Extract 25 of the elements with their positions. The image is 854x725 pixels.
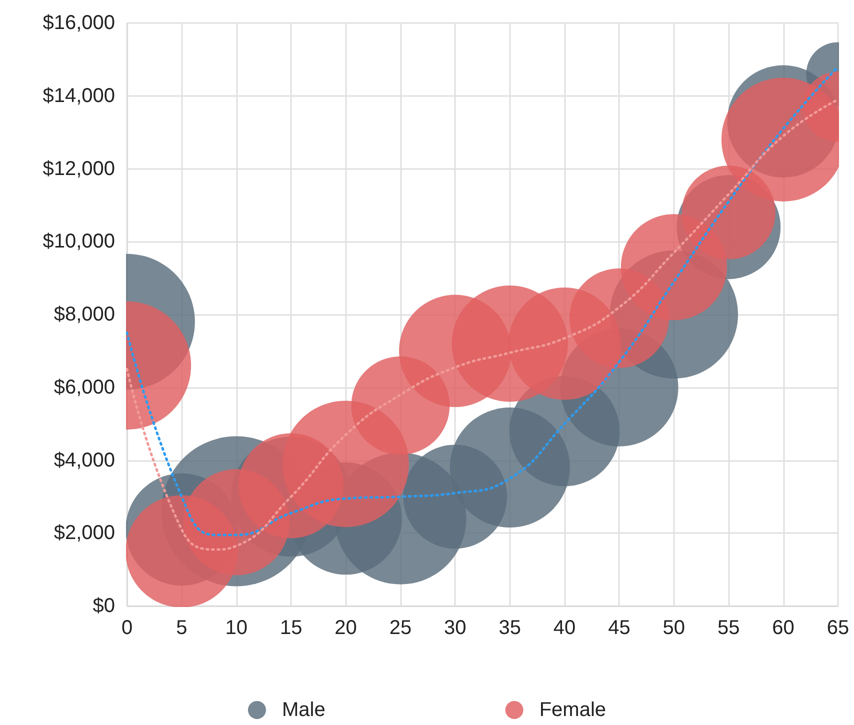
y-tick-label: $6,000 — [54, 376, 115, 398]
x-tick-label: 15 — [280, 617, 302, 639]
x-tick-label: 0 — [121, 617, 133, 639]
x-tick-label: 50 — [662, 617, 686, 639]
x-tick-label: 25 — [389, 617, 412, 639]
y-tick-label: $12,000 — [42, 158, 115, 180]
x-tick-label: 35 — [498, 617, 521, 639]
legend-label: Male — [282, 699, 326, 721]
legend-label: Female — [539, 699, 606, 721]
y-tick-label: $14,000 — [42, 84, 115, 107]
x-tick-label: 40 — [553, 617, 576, 639]
x-tick-label: 55 — [717, 617, 740, 639]
x-tick-label: 30 — [444, 617, 466, 639]
y-tick-label: $4,000 — [54, 449, 115, 472]
y-tick-label: $0 — [92, 595, 115, 617]
x-tick-label: 45 — [608, 617, 630, 639]
x-tick-label: 65 — [826, 617, 850, 639]
y-tick-label: $8,000 — [54, 304, 115, 326]
y-tick-label: $10,000 — [42, 230, 115, 253]
x-tick-label: 20 — [334, 617, 357, 639]
x-tick-label: 10 — [225, 617, 248, 639]
y-tick-label: $16,000 — [42, 12, 115, 34]
y-tick-label: $2,000 — [54, 522, 115, 544]
x-tick-label: 60 — [772, 617, 794, 639]
x-tick-label: 5 — [176, 617, 188, 639]
